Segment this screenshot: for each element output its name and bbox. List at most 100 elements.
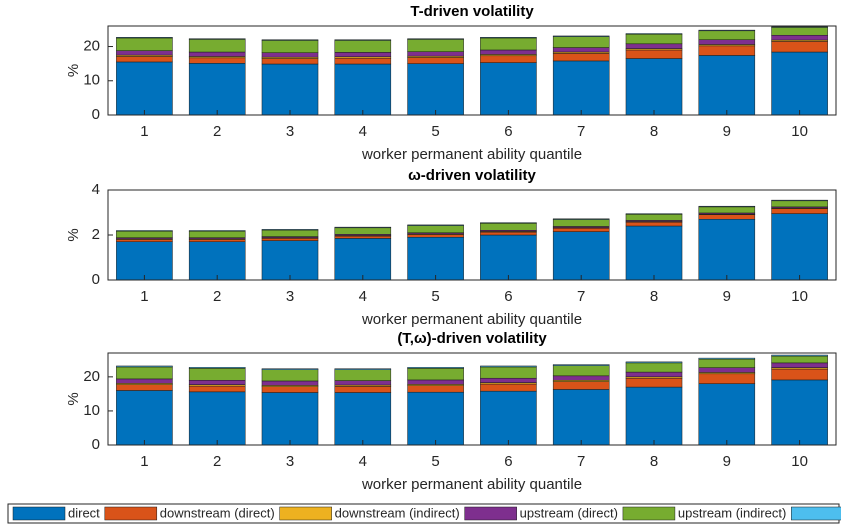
bar-segment — [188, 239, 246, 242]
axes-box — [107, 189, 837, 281]
bar-segment — [261, 238, 319, 241]
bar-segment — [407, 57, 464, 64]
bar-segment — [261, 369, 319, 382]
x-tick-label: 1 — [140, 123, 148, 140]
bar-segment — [552, 381, 610, 390]
x-tick-label: 10 — [791, 288, 808, 305]
bar-segment — [407, 234, 464, 238]
bar-segment — [407, 367, 464, 369]
bar-segment — [261, 380, 319, 386]
bar-segment — [480, 37, 537, 51]
bar-segment — [261, 58, 319, 65]
bar-segment — [116, 239, 173, 242]
bar-segment — [480, 223, 537, 231]
bar-segment — [552, 365, 610, 377]
x-tick-label: 3 — [286, 288, 294, 305]
bar-segment — [334, 368, 392, 370]
bar-segment — [261, 386, 319, 393]
axes-box — [107, 352, 837, 446]
bar-segment — [407, 225, 464, 234]
bar-segment — [261, 40, 319, 53]
x-tick-label: 8 — [650, 123, 658, 140]
bar-segment — [407, 51, 464, 57]
chart-title: (T,ω)-driven volatility — [397, 330, 547, 347]
bar-segment — [698, 357, 756, 360]
legend-swatch — [279, 506, 332, 521]
bar-segment — [625, 214, 683, 221]
bar-segment — [116, 378, 173, 384]
x-tick-label: 2 — [213, 453, 221, 470]
bar-segment — [334, 392, 392, 446]
bar-segment — [116, 230, 173, 232]
bar-segment — [698, 214, 756, 220]
bar-segment — [261, 240, 319, 281]
bar-segment — [261, 39, 319, 41]
x-tick-label: 3 — [286, 453, 294, 470]
x-tick-label: 4 — [359, 123, 367, 140]
x-axis-label: worker permanent ability quantile — [361, 311, 582, 328]
bar-segment — [261, 368, 319, 370]
bar-segment — [116, 384, 173, 391]
bar-segment — [480, 62, 537, 116]
bar-segment — [188, 380, 246, 385]
bar-segment — [552, 375, 610, 381]
bar-segment — [116, 241, 173, 281]
bar-segment — [480, 234, 537, 281]
bar-segment — [480, 383, 537, 392]
y-tick-label: 10 — [83, 72, 100, 89]
bar-segment — [407, 63, 464, 116]
bar-segment — [771, 379, 828, 446]
bar-segment — [480, 231, 537, 236]
bar-segment — [334, 369, 392, 381]
x-tick-label: 9 — [723, 453, 731, 470]
bar-segment — [552, 218, 610, 220]
bar-segment — [116, 50, 173, 56]
bar-segment — [698, 29, 756, 32]
legend-label: upstream (indirect) — [678, 505, 786, 520]
x-tick-label: 7 — [577, 288, 585, 305]
bar-segment — [261, 63, 319, 116]
bar-segment — [116, 37, 173, 51]
legend-label: downstream (direct) — [160, 505, 275, 520]
x-tick-label: 1 — [140, 288, 148, 305]
bar-segment — [407, 237, 464, 281]
bar-segment — [698, 55, 756, 116]
bar-segment — [407, 379, 464, 385]
bar-segment — [407, 224, 464, 226]
bar-segment — [334, 40, 392, 53]
bar-segment — [480, 222, 537, 224]
x-tick-label: 2 — [213, 288, 221, 305]
bar-segment — [698, 358, 756, 368]
bar-segment — [552, 36, 610, 48]
bar-segment — [771, 199, 828, 202]
bar-segment — [188, 241, 246, 281]
y-tick-label: 10 — [83, 402, 100, 419]
bar-segment — [771, 200, 828, 208]
legend-swatch — [104, 506, 158, 521]
bar-segment — [334, 386, 392, 393]
bar-segment — [771, 41, 828, 53]
bar-segment — [771, 208, 828, 214]
bar-segment — [188, 391, 246, 446]
bar-segment — [552, 60, 610, 116]
bar-segment — [771, 51, 828, 116]
x-tick-label: 8 — [650, 453, 658, 470]
x-tick-label: 4 — [359, 288, 367, 305]
x-tick-label: 6 — [504, 453, 512, 470]
bar-segment — [480, 390, 537, 446]
x-tick-label: 6 — [504, 288, 512, 305]
bar-segment — [698, 383, 756, 446]
y-tick-label: 20 — [83, 38, 100, 55]
x-tick-label: 5 — [431, 453, 439, 470]
bar-segment — [188, 63, 246, 116]
bar-segment — [771, 26, 828, 28]
bar-segment — [625, 377, 683, 388]
x-tick-label: 1 — [140, 453, 148, 470]
bar-segment — [625, 33, 683, 35]
chart-title: ω-driven volatility — [408, 167, 536, 184]
x-tick-label: 3 — [286, 123, 294, 140]
bar-segment — [552, 47, 610, 53]
bar-segment — [407, 391, 464, 446]
bar-segment — [407, 368, 464, 381]
